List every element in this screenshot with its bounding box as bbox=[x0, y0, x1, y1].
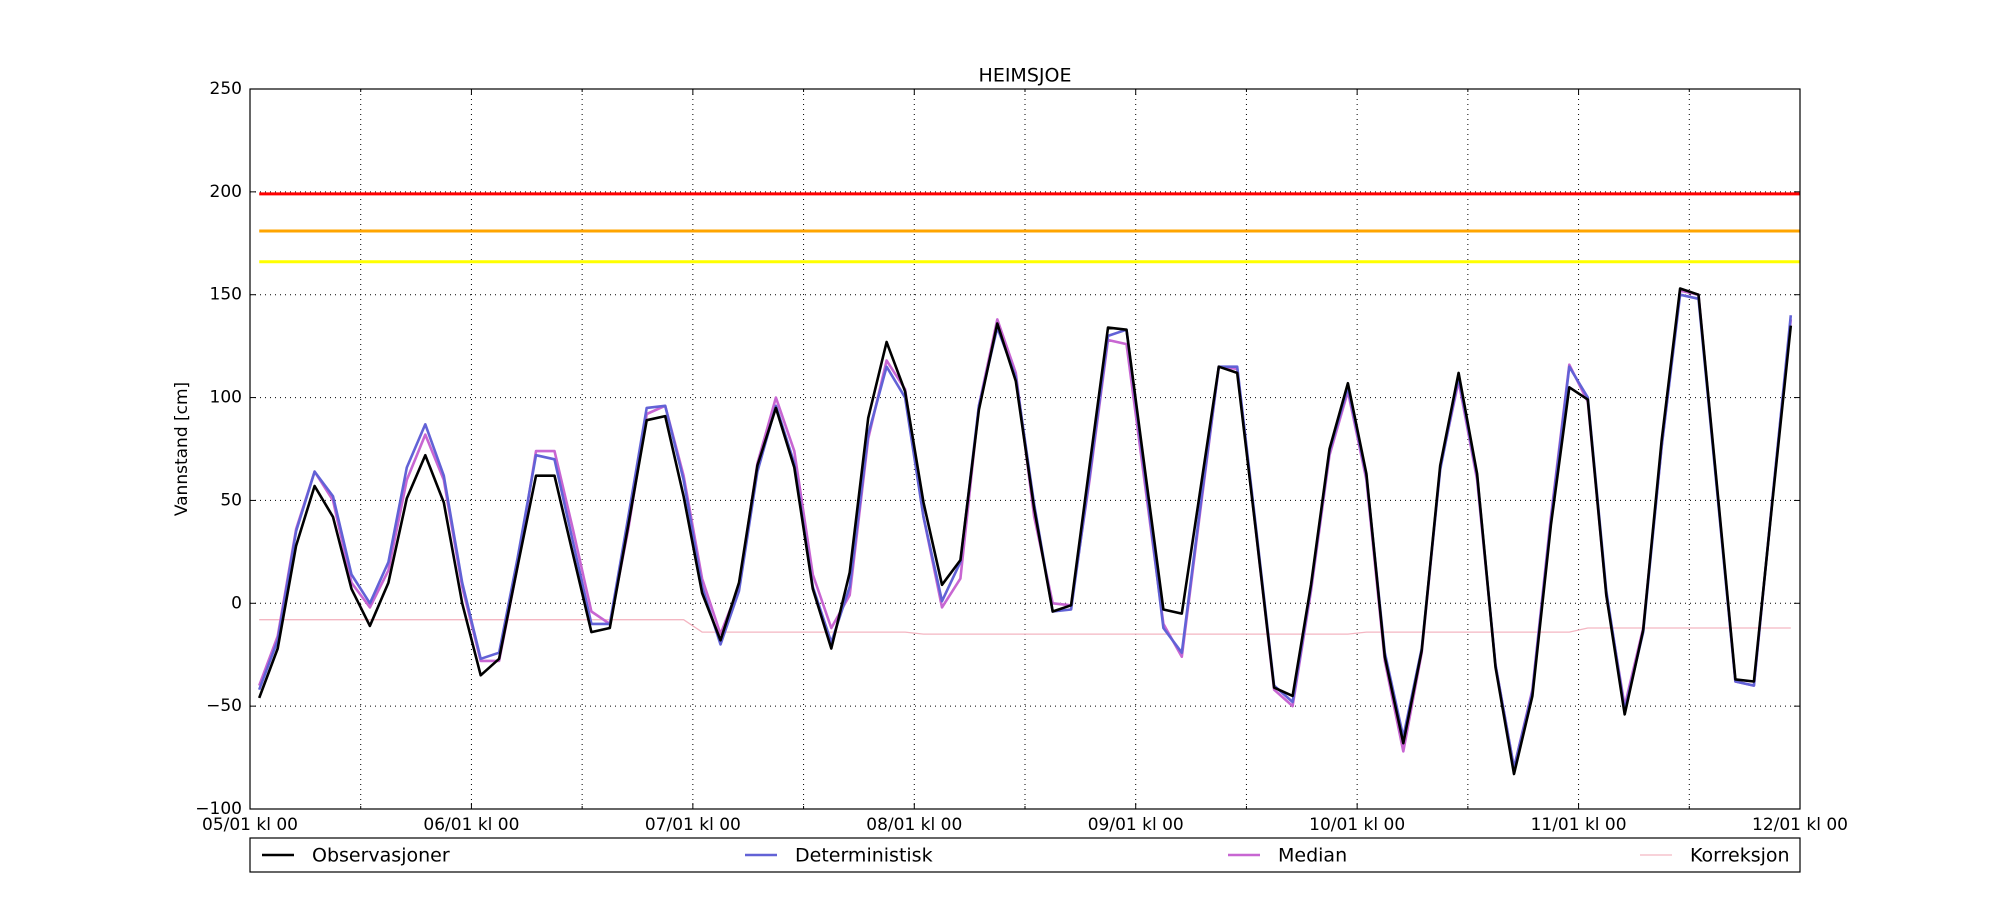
y-tick-label: −50 bbox=[206, 696, 242, 716]
y-axis-label: Vannstand [cm] bbox=[172, 382, 192, 516]
series-line bbox=[257, 287, 1793, 776]
x-tick-label: 08/01 kl 00 bbox=[866, 815, 962, 835]
legend-label: Deterministisk bbox=[795, 845, 933, 867]
x-tick-label: 11/01 kl 00 bbox=[1531, 815, 1627, 835]
plot-frame bbox=[249, 88, 1801, 810]
x-tick-label: 10/01 kl 00 bbox=[1309, 815, 1405, 835]
y-tick-label: 200 bbox=[210, 182, 242, 202]
chart-title: HEIMSJOE bbox=[979, 65, 1072, 87]
y-tick-label: 250 bbox=[210, 79, 242, 99]
x-tick-label: 06/01 kl 00 bbox=[423, 815, 519, 835]
legend-box bbox=[249, 837, 1801, 873]
x-tick-label: 12/01 kl 00 bbox=[1752, 815, 1848, 835]
y-tick-label: 150 bbox=[210, 285, 242, 305]
x-tick-label: 05/01 kl 00 bbox=[202, 815, 298, 835]
legend-label: Observasjoner bbox=[312, 845, 450, 867]
y-tick-label: 100 bbox=[210, 388, 242, 408]
legend-label: Median bbox=[1278, 845, 1347, 867]
y-tick-label: 0 bbox=[231, 593, 242, 613]
y-tick-label: −100 bbox=[195, 799, 242, 819]
y-tick-label: 50 bbox=[220, 490, 242, 510]
x-tick-label: 07/01 kl 00 bbox=[645, 815, 741, 835]
legend-label: Korreksjon bbox=[1690, 845, 1790, 867]
x-tick-label: 09/01 kl 00 bbox=[1088, 815, 1184, 835]
series-line bbox=[259, 619, 1791, 635]
